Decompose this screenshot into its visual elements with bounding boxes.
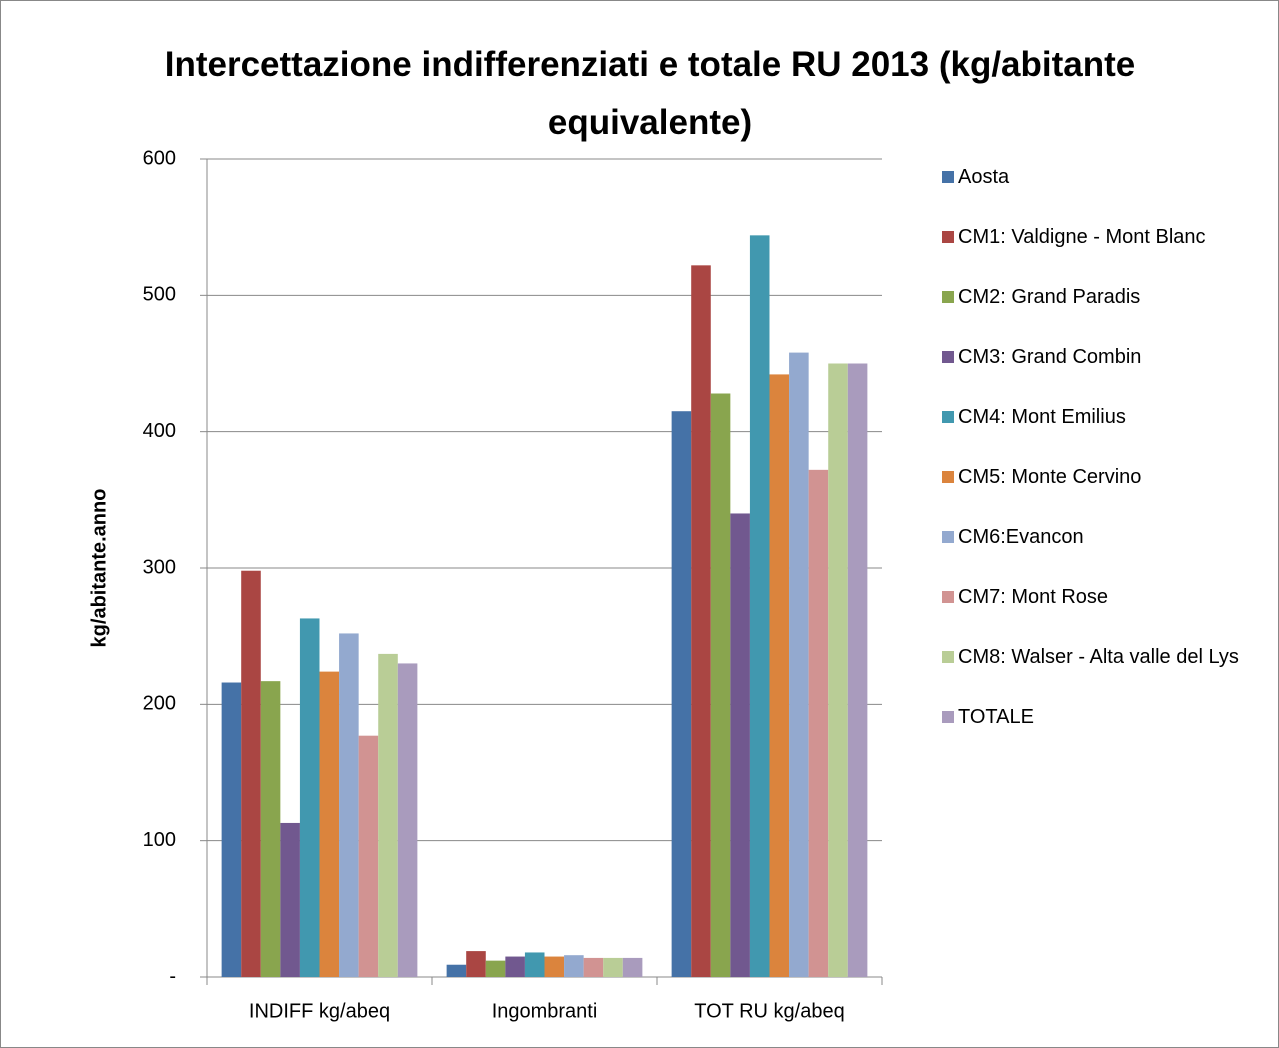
bar [378,653,398,977]
legend-swatch [942,171,954,183]
bar [446,964,467,977]
legend-label: CM5: Monte Cervino [958,466,1142,488]
legend-label: TOTALE [958,706,1034,728]
y-tick-label: 200 [143,693,176,715]
legend-label: Aosta [958,166,1010,188]
bar [691,265,711,978]
bar [299,618,320,977]
chart-title: Intercettazione indifferenziati e totale… [164,45,1136,142]
bar [808,469,829,977]
y-tick-label: 300 [143,556,176,578]
legend-entry: CM3: Grand Combin [942,341,1263,373]
bar [544,956,565,977]
legend-swatch [942,291,954,303]
y-tick-label: 500 [143,284,176,306]
legend-label: CM6:Evancon [958,526,1084,548]
legend-entry: TOTALE [942,701,1263,733]
legend-swatch [942,591,954,603]
bar [339,633,359,977]
legend-swatch [942,711,954,723]
legend-label: CM8: Walser - Alta valle del Lys [958,646,1239,668]
legend-label: CM1: Valdigne - Mont Blanc [958,226,1206,248]
bar [319,671,340,977]
x-tick-label: Ingombranti [492,1000,598,1022]
bar [524,952,545,977]
legend-entry: CM2: Grand Paradis [942,281,1263,313]
bar [769,374,790,977]
legend-entry: CM7: Mont Rose [942,581,1263,613]
bar [241,570,261,977]
bar [749,235,770,977]
y-tick-label: - [169,965,176,987]
x-tick-label: TOT RU kg/abeq [694,1000,844,1022]
y-tick-label: 100 [143,829,176,851]
legend-entry: Aosta [942,161,1263,193]
y-tick-label: 600 [143,147,176,169]
legend-label: CM7: Mont Rose [958,586,1109,608]
legend-label: CM4: Mont Emilius [958,406,1126,428]
bar [847,363,868,977]
bar [280,822,300,977]
y-axis-label: kg/abitante.anno [88,489,110,648]
legend-swatch [942,351,954,363]
legend-label: CM3: Grand Combin [958,346,1142,368]
legend-swatch [942,411,954,423]
bar [710,393,731,977]
bar [789,352,809,977]
legend-entry: CM6:Evancon [942,521,1263,553]
legend-entry: CM8: Walser - Alta valle del Lys [942,641,1263,673]
legend-swatch [942,231,954,243]
bar [671,411,692,977]
legend-swatch [942,651,954,663]
y-tick-label: 400 [143,420,176,442]
bar [260,681,281,977]
bar [730,513,750,977]
legend-swatch [942,471,954,483]
bar [505,956,525,977]
legend-entry: CM1: Valdigne - Mont Blanc [942,221,1263,253]
legend-entry: CM5: Monte Cervino [942,461,1263,493]
bar [358,735,379,977]
bar [397,663,418,977]
bar [583,957,604,977]
legend-entry: CM4: Mont Emilius [942,401,1263,433]
legend-swatch [942,531,954,543]
bar [564,955,584,977]
bar [466,951,486,977]
legend-label: CM2: Grand Paradis [958,286,1141,308]
bar [622,957,643,977]
bar [221,682,242,977]
bar [828,363,848,977]
x-tick-label: INDIFF kg/abeq [249,1000,390,1022]
bar [485,960,506,977]
bar [603,957,623,977]
